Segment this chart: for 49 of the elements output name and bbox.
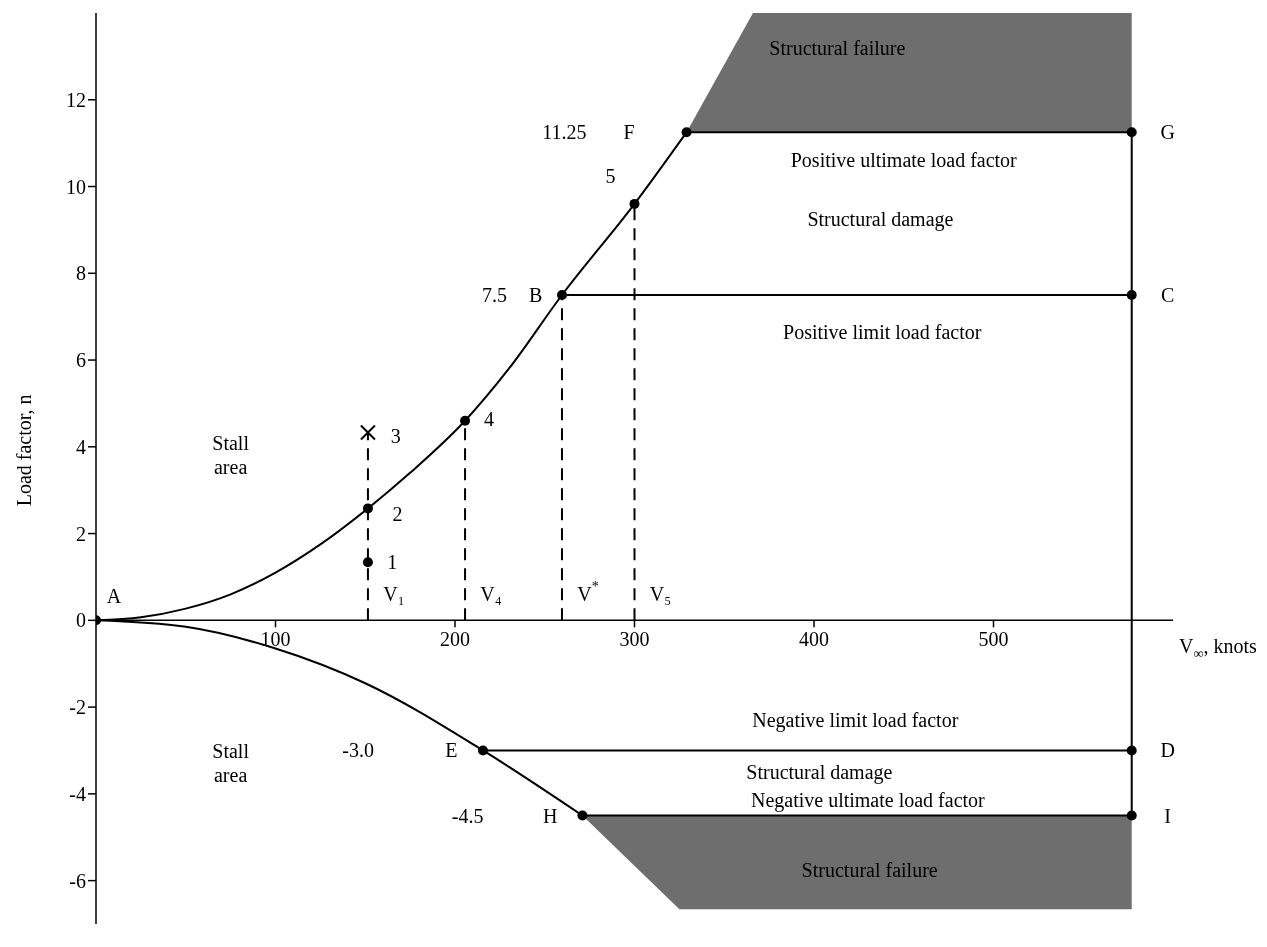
y-tick-label: 8 (76, 262, 86, 285)
annotation: -3.0 (342, 739, 374, 762)
annotation: Negative ultimate load factor (750, 789, 986, 813)
annotation: F (623, 121, 635, 144)
annotation: -4.5 (451, 804, 484, 827)
annotation: Structural failure (769, 36, 906, 59)
annotation: 4 (484, 407, 495, 430)
y-tick-label: 4 (76, 435, 86, 458)
x-tick-label: 100 (260, 628, 291, 651)
annotation: Positive limit load factor (783, 320, 982, 343)
x-tick-label: 200 (440, 628, 470, 651)
y-tick-label: 12 (66, 88, 86, 111)
annotation: 2 (392, 503, 403, 526)
annotation: V₄ (480, 583, 502, 606)
annotation: H (542, 804, 558, 827)
annotation: 7.5 (481, 283, 507, 306)
annotation: V$^{*}$ (577, 579, 599, 606)
annotation: B (529, 283, 543, 306)
annotation: Stall area (212, 432, 250, 479)
annotation: E (445, 739, 458, 762)
annotation: Structural damage (746, 761, 893, 785)
annotation: V₁ (383, 583, 405, 606)
y-tick-label: 10 (66, 175, 86, 198)
annotation: G (1160, 121, 1175, 144)
annotation: Stall area (212, 740, 250, 787)
x-axis-title: V$_{∞}$, knots (1179, 635, 1258, 662)
y-tick-label: 6 (76, 349, 86, 372)
y-tick-label: 2 (76, 522, 86, 545)
annotation: 3 (390, 424, 401, 447)
annotation: V₅ (649, 583, 672, 606)
annotation: I (1164, 804, 1171, 827)
annotation: D (1160, 739, 1175, 762)
annotation: C (1160, 283, 1175, 306)
y-axis-title: Load factor, n (13, 394, 35, 507)
x-tick-label: 400 (799, 628, 829, 651)
annotation: A (106, 585, 122, 608)
y-tick-label: -6 (69, 869, 86, 892)
annotation: 1 (387, 551, 398, 574)
annotation: Negative limit load factor (752, 709, 959, 733)
y-tick-label: -2 (69, 696, 86, 719)
x-tick-label: 300 (619, 628, 650, 651)
annotation: Structural failure (801, 858, 938, 881)
annotation: Structural damage (807, 208, 954, 232)
y-tick-label: 0 (76, 609, 86, 632)
annotation: 11.25 (542, 121, 587, 144)
annotation: 5 (605, 164, 616, 187)
annotation: Positive ultimate load factor (790, 149, 1018, 172)
y-tick-label: -4 (69, 782, 86, 805)
x-tick-label: 500 (978, 628, 1009, 651)
